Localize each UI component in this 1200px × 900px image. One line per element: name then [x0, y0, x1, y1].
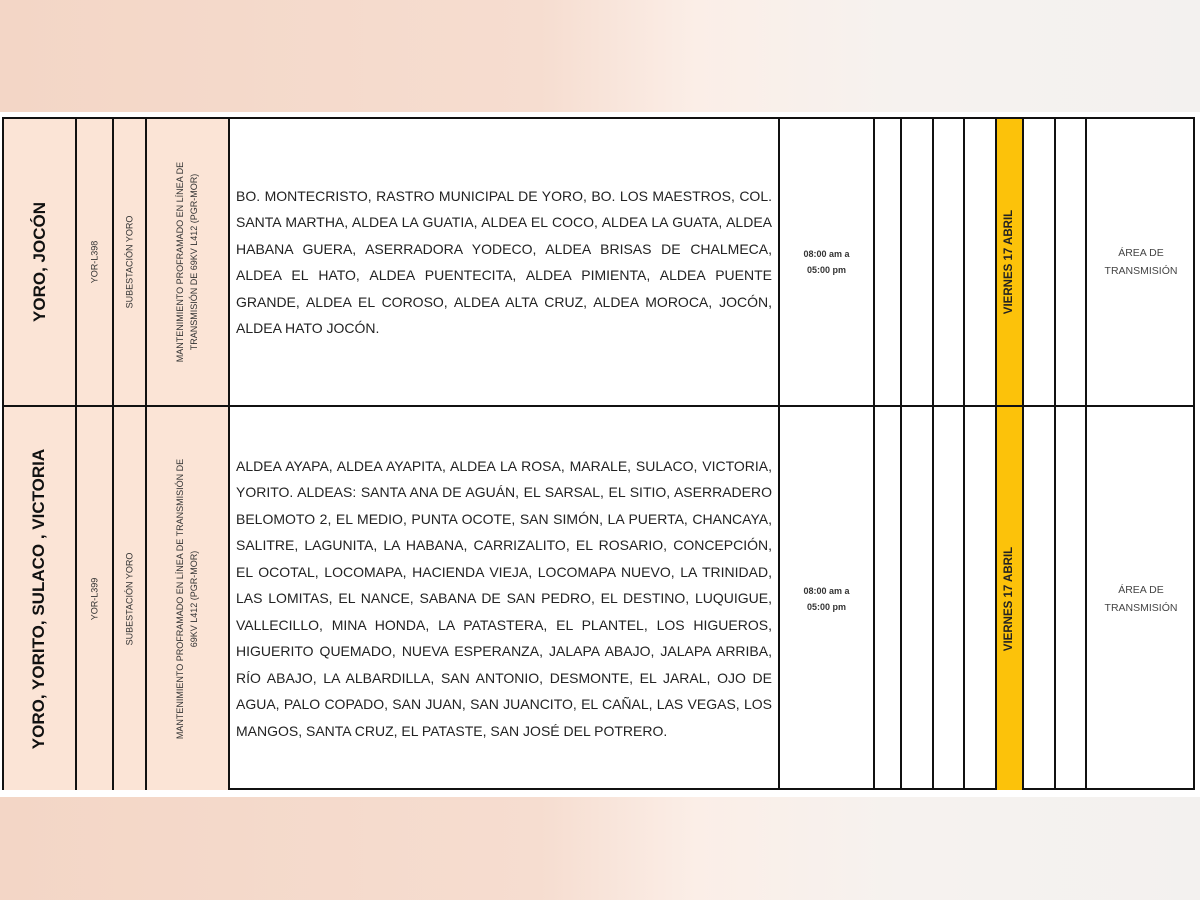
work-description-cell: MANTENIMIENTO PROFRAMADO EN LÍNEA DE TRAN… [147, 119, 230, 407]
empty-day-cell [1024, 407, 1056, 790]
date-cell: VIERNES 17 ABRIL [997, 407, 1024, 790]
outage-schedule-table: YORO, JOCÓN YOR-L398 SUBESTACIÓN YORO MANTE… [2, 117, 1195, 790]
area-cell: ÁREA DE TRANSMISIÓN [1087, 407, 1195, 790]
affected-places-cell: ALDEA AYAPA, ALDEA AYAPITA, ALDEA LA ROS… [230, 407, 780, 790]
date-text: VIERNES 17 ABRIL [1003, 209, 1016, 315]
locations-cell: YORO, YORITO, SULACO , VICTORIA [4, 407, 77, 790]
empty-day-cell [902, 407, 934, 790]
date-text: VIERNES 17 ABRIL [1003, 546, 1016, 651]
empty-day-cell [875, 407, 902, 790]
area-line2: TRANSMISIÓN [1104, 265, 1178, 277]
circuit-cell: YOR-L398 [77, 119, 114, 407]
substation-text: SUBESTACIÓN YORO [124, 552, 135, 645]
work-description-cell: MANTENIMIENTO PROFRAMADO EN LÍNEA DE TRA… [147, 407, 230, 790]
time-cell: 08:00 am a 05:00 pm [780, 119, 875, 407]
area-cell: ÁREA DE TRANSMISIÓN [1087, 119, 1195, 407]
area-line1: ÁREA DE [1118, 247, 1164, 259]
time-end: 05:00 pm [806, 265, 846, 275]
substation-cell: SUBESTACIÓN YORO [114, 119, 147, 407]
time-start: 08:00 am a [803, 249, 850, 259]
empty-day-cell [1056, 407, 1087, 790]
time-start: 08:00 am a [803, 585, 850, 596]
affected-places-text: BO. MONTECRISTO, RASTRO MUNICIPAL DE YOR… [236, 187, 772, 337]
work-text-line2: 69KV L412 (PGR-MOR) [189, 550, 200, 647]
locations-cell: YORO, JOCÓN [4, 119, 77, 407]
empty-day-cell [875, 119, 902, 407]
empty-day-cell [965, 119, 997, 407]
empty-day-cell [934, 407, 965, 790]
area-line2: TRANSMISIÓN [1104, 601, 1178, 614]
circuit-text: YOR-L399 [89, 577, 100, 620]
time-end: 05:00 pm [806, 601, 846, 612]
empty-day-cell [902, 119, 934, 407]
locations-text: YORO, YORITO, SULACO , VICTORIA [29, 448, 49, 749]
locations-text: YORO, JOCÓN [29, 202, 49, 322]
circuit-text: YOR-L398 [89, 240, 100, 284]
date-cell: VIERNES 17 ABRIL [997, 119, 1024, 407]
work-text-line1: MANTENIMIENTO PROFRAMADO EN LÍNEA DE TRA… [175, 458, 186, 739]
substation-cell: SUBESTACIÓN YORO [114, 407, 147, 790]
empty-day-cell [965, 407, 997, 790]
empty-day-cell [1056, 119, 1087, 407]
affected-places-cell: BO. MONTECRISTO, RASTRO MUNICIPAL DE YOR… [230, 119, 780, 407]
work-text-line2: TRANSMISIÓN DE 69KV L412 (PGR-MOR) [189, 173, 200, 351]
time-cell: 08:00 am a 05:00 pm [780, 407, 875, 790]
empty-day-cell [934, 119, 965, 407]
area-line1: ÁREA DE [1118, 583, 1164, 596]
affected-places-text: ALDEA AYAPA, ALDEA AYAPITA, ALDEA LA ROS… [236, 457, 772, 739]
empty-day-cell [1024, 119, 1056, 407]
circuit-cell: YOR-L399 [77, 407, 114, 790]
substation-text: SUBESTACIÓN YORO [124, 215, 135, 309]
work-text-line1: MANTENIMIENTO PROFRAMADO EN LÍNEA DE [175, 161, 186, 363]
